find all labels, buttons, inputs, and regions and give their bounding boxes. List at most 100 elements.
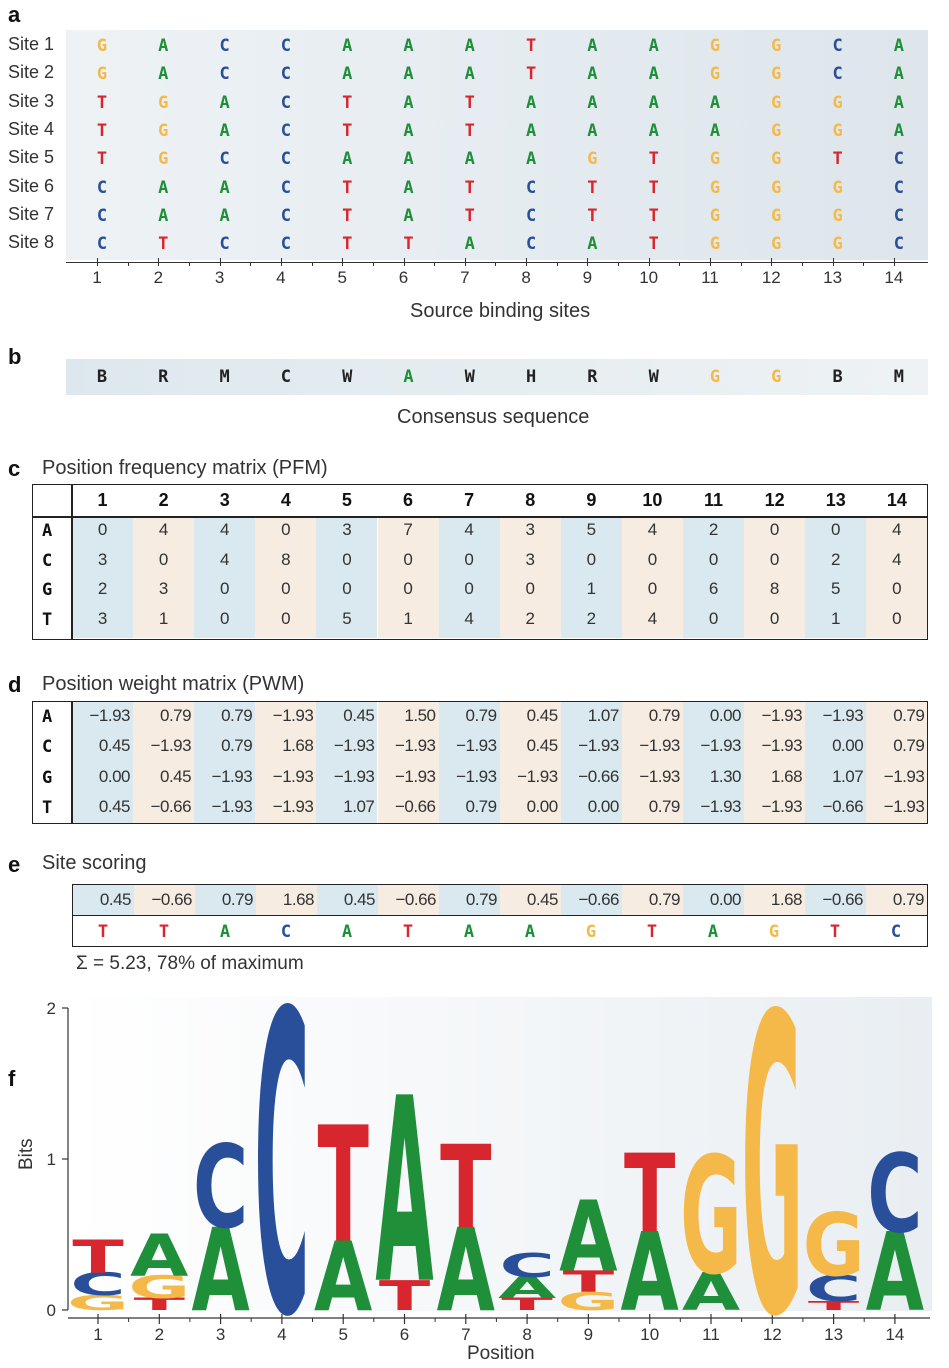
site-base: C: [832, 64, 843, 85]
pfm-cell: 3: [525, 520, 535, 539]
scored-base: T: [97, 922, 109, 942]
site-base: T: [648, 177, 659, 198]
pwm-column-bg: [72, 702, 134, 823]
score-cell-bg: [561, 885, 622, 915]
pwm-row-label: C: [42, 737, 53, 758]
panel-a-tick: [587, 258, 589, 266]
pfm-cell: 2: [525, 608, 535, 628]
pwm-cell: −1.93: [761, 736, 803, 756]
pfm-cell: 0: [342, 579, 352, 598]
site-base: A: [219, 120, 230, 141]
site-base: G: [771, 177, 782, 198]
score-cell: 0.79: [221, 890, 254, 909]
site-base: A: [403, 64, 414, 85]
panel-a-tick-label: 12: [761, 268, 781, 287]
site-label: Site 6: [8, 175, 55, 196]
logo-x-tick-label: 11: [702, 1325, 720, 1344]
panel-a-tick: [219, 258, 221, 266]
pfm-cell: 6: [708, 579, 719, 598]
consensus-base: R: [587, 367, 598, 387]
pwm-cell: 0.45: [98, 736, 131, 756]
pwm-column-bg: [316, 702, 378, 823]
panel-a-minor-tick: [311, 262, 313, 266]
pwm-cell: 0.45: [343, 706, 375, 725]
pwm-cell: 0.79: [893, 706, 925, 725]
pfm-cell: 0: [586, 549, 597, 569]
site-base: C: [219, 234, 230, 255]
panel-e-letter: e: [8, 852, 21, 877]
site-label: Site 5: [8, 147, 55, 168]
pwm-table: [32, 701, 928, 824]
pfm-cell: 0: [281, 608, 291, 628]
panel-a-minor-tick: [618, 262, 619, 266]
pwm-column-bg: [621, 702, 683, 823]
site-label: Site 8: [8, 232, 55, 253]
pfm-title: Position frequency matrix (PFM): [42, 457, 328, 479]
pwm-cell: −1.93: [883, 796, 925, 816]
site-base: C: [219, 149, 230, 170]
pwm-cell: −0.66: [150, 796, 192, 816]
panel-d-letter: d: [8, 672, 22, 697]
score-cell: −0.66: [578, 890, 619, 909]
pfm-column-bg: [866, 516, 928, 638]
site-base: A: [403, 120, 414, 141]
panel-a-minor-tick: [679, 262, 681, 266]
pfm-header-cell: 6: [403, 490, 414, 510]
score-cell: 0.45: [526, 890, 559, 909]
site-base: A: [219, 92, 230, 113]
panel-a-tick: [158, 258, 160, 266]
panel-a-axis: [66, 262, 928, 263]
pwm-cell: 0.00: [832, 736, 864, 756]
logo-x-tick-label: 2: [155, 1325, 164, 1344]
source-sites-panel: [66, 30, 928, 260]
pfm-cell: 0: [769, 608, 780, 628]
pfm-cell: 0: [342, 549, 352, 569]
site-base: A: [219, 205, 230, 226]
consensus-base: W: [464, 367, 475, 387]
pfm-cell: 5: [831, 579, 841, 598]
pfm-cell: 3: [342, 520, 352, 539]
logo-x-tick-label: 10: [640, 1325, 659, 1344]
pfm-header-cell: 12: [764, 490, 785, 510]
site-base: G: [709, 234, 721, 255]
pfm-row-label: C: [42, 550, 53, 571]
pwm-cell: −1.93: [456, 766, 497, 786]
pfm-cell: 5: [342, 608, 352, 628]
pwm-cell: −1.93: [394, 766, 436, 786]
pfm-label-rule: [71, 484, 73, 640]
site-base: A: [709, 120, 721, 141]
pfm-row-label: A: [42, 521, 53, 541]
pfm-header-cell: 1: [97, 490, 108, 510]
site-base: G: [709, 205, 721, 226]
consensus-band: [66, 359, 928, 395]
panel-a-tick-label: 11: [701, 268, 719, 287]
pfm-cell: 0: [647, 579, 658, 598]
pwm-cell: 1.30: [709, 766, 742, 786]
site-base: T: [648, 205, 659, 226]
pwm-column-bg: [377, 702, 439, 823]
score-cell-bg: [439, 885, 500, 915]
pwm-cell: −1.93: [822, 706, 864, 725]
score-cell: 0.79: [648, 890, 681, 909]
site-base: C: [219, 36, 230, 56]
site-base: T: [342, 234, 353, 255]
pfm-cell: 2: [97, 579, 108, 598]
consensus-base: W: [648, 367, 659, 387]
site-base: A: [525, 120, 537, 141]
pfm-column-bg: [744, 516, 806, 638]
pfm-cell: 0: [464, 579, 474, 598]
site-base: T: [648, 149, 659, 170]
site-base: A: [158, 36, 169, 56]
pwm-cell: 1.68: [282, 736, 314, 756]
pfm-row-label: T: [42, 609, 53, 630]
pfm-cell: 4: [647, 520, 658, 539]
site-base: G: [771, 64, 782, 85]
panel-a-minor-tick: [434, 262, 436, 266]
pfm-cell: 0: [769, 520, 780, 539]
logo-x-tick-label: 12: [763, 1325, 782, 1344]
site-base: G: [158, 120, 169, 141]
pfm-column-bg: [438, 516, 500, 638]
site-base: G: [832, 92, 843, 113]
pfm-header-cell: 10: [642, 490, 663, 510]
score-cell-bg: [317, 885, 378, 915]
